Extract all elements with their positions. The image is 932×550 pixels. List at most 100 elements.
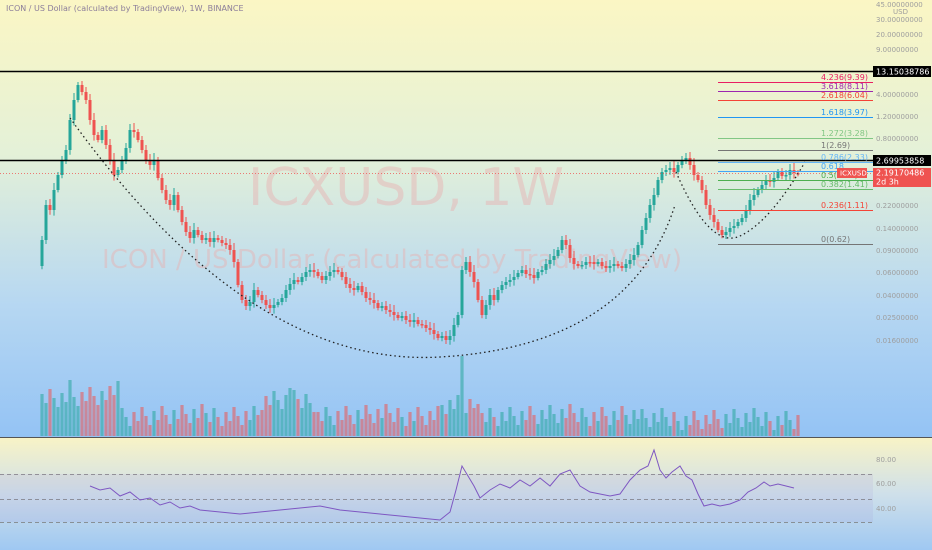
volume-bar [296,399,300,436]
volume-bar [148,425,152,436]
candle-body [584,262,588,265]
rsi-band [0,474,873,522]
candle [232,243,236,268]
candle [212,231,216,248]
volume-bar [272,391,276,436]
candle-body [80,85,84,92]
candle-body [280,298,284,302]
candle-body [536,272,540,278]
volume-bar [320,421,324,436]
candle-body [728,228,732,232]
candle [476,279,480,303]
candle [204,233,208,244]
fib-label: 0.786(2.33) [821,153,868,162]
volume-bar [336,411,340,436]
candle-body [756,190,760,195]
volume-bar [788,420,792,436]
candle [612,257,616,272]
candle [632,248,636,266]
volume-bar [276,400,280,436]
candle-body [188,232,192,238]
volume-bar [308,403,312,436]
volume-bar [476,404,480,436]
volume-bar [328,416,332,436]
volume-bar [252,406,256,436]
candle [184,217,188,236]
candle [568,239,572,263]
candle [344,272,348,288]
candle [780,168,784,180]
candle [616,261,620,269]
volume-bar [772,430,776,436]
candle-body [196,230,200,235]
candle-body [636,245,640,255]
volume-bar [288,388,292,436]
candle-body [364,292,368,298]
candle [664,165,668,176]
candle [572,251,576,270]
candle [552,249,556,266]
candle [480,296,484,319]
candle-body [404,316,408,320]
candle [392,305,396,321]
candle-body [624,264,628,268]
candle-body [316,272,320,276]
candle-body [232,250,236,262]
candle-body [72,100,76,120]
candle-body [648,205,652,218]
candle-body [612,264,616,266]
candle-body [444,336,448,340]
candle [712,208,716,228]
volume-bar [576,422,580,436]
volume-bar [528,406,532,436]
candle [280,294,284,306]
price-tick-label: 0.01600000 [876,337,918,345]
volume-bar [180,405,184,436]
price-marker-label: 2d 3h [876,178,899,187]
volume-bar [520,411,524,436]
volume-bar [60,393,64,436]
volume-bar [304,394,308,436]
volume-bar [400,417,404,436]
candle-body [456,315,460,325]
rsi-axis[interactable]: 80.00 60.00 40.00 [876,456,896,513]
candle [620,262,624,272]
volume-bar [84,401,88,436]
volume-bar [636,419,640,436]
candle-body [288,284,292,290]
candle [200,231,204,244]
candle-body [268,305,272,308]
price-marker-bg [873,66,931,77]
candle-body [304,272,308,277]
volume-bar [420,416,424,436]
volume-bar [156,420,160,436]
candle-body [248,302,252,306]
candle-body [468,262,472,272]
price-marker: 2.69953858 [873,155,931,166]
volume-bar [560,409,564,436]
volume-bar [752,408,756,436]
volume-bar [76,406,80,436]
candle-body [228,245,232,250]
candle-body [548,260,552,264]
candle-body [452,325,456,336]
candle [736,219,740,229]
candle-body [656,180,660,195]
volume-bar [268,405,272,436]
candle [160,174,164,194]
candle [484,300,488,319]
volume-bar [352,424,356,436]
candle [68,114,72,155]
candle [252,283,256,308]
price-tick-label: 9.00000000 [876,46,918,54]
volume-bar [220,426,224,436]
volume-bar [244,411,248,436]
candle-body [540,270,544,272]
candle-body [236,262,240,285]
candle-body [164,190,168,200]
candle-body [672,168,676,172]
candle-body [736,222,740,226]
volume-bar [64,402,68,436]
volume-bar [608,425,612,436]
